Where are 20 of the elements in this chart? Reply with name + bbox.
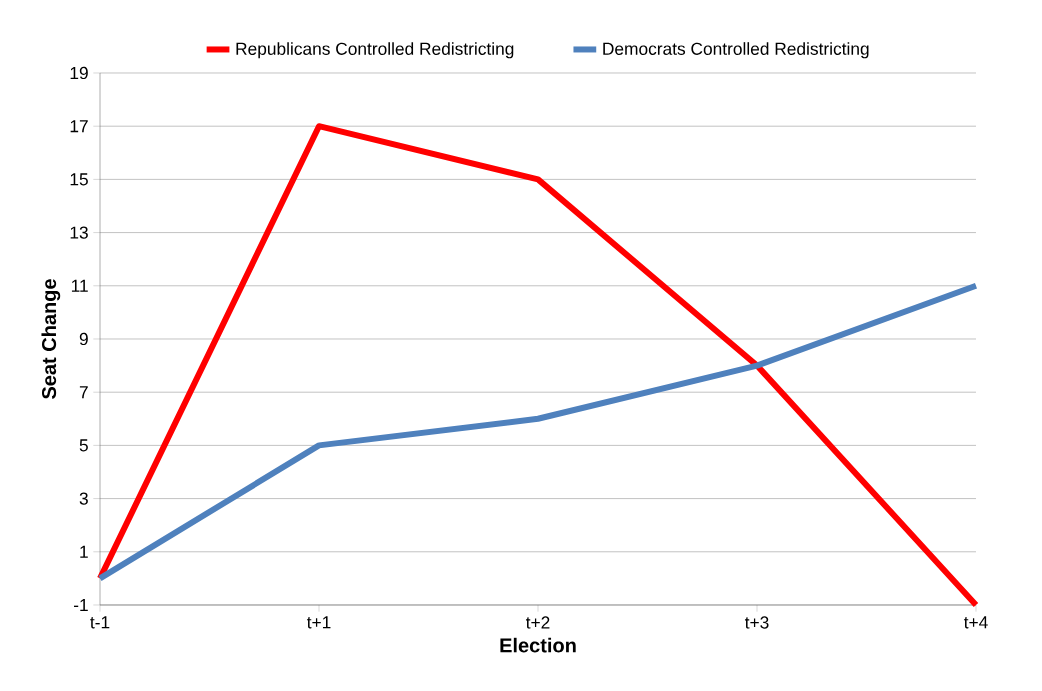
legend-label: Republicans Controlled Redistricting bbox=[236, 42, 514, 59]
y-tick-label: -1 bbox=[73, 599, 88, 611]
x-axis-title: Election bbox=[500, 637, 576, 653]
x-tick-label: t+2 bbox=[525, 616, 550, 629]
legend-label: Democrats Controlled Redistricting bbox=[603, 42, 869, 59]
x-tick-label: t+4 bbox=[963, 616, 988, 629]
y-tick-label: 1 bbox=[80, 545, 88, 558]
y-tick-label: 5 bbox=[79, 439, 88, 452]
y-tick-label: 3 bbox=[79, 492, 88, 505]
y-axis-title: Seat Change bbox=[41, 279, 61, 399]
x-tick-label: t+3 bbox=[744, 616, 769, 629]
y-tick-label: 19 bbox=[70, 66, 88, 80]
x-tick-label: t-1 bbox=[90, 616, 110, 629]
y-tick-label: 17 bbox=[70, 120, 88, 133]
y-tick-label: 11 bbox=[71, 279, 88, 292]
y-tick-label: 7 bbox=[79, 386, 88, 399]
x-tick-label: t+1 bbox=[306, 616, 331, 629]
y-tick-label: 13 bbox=[70, 226, 88, 239]
y-tick-label: 15 bbox=[70, 173, 88, 186]
y-tick-label: 9 bbox=[79, 332, 88, 346]
